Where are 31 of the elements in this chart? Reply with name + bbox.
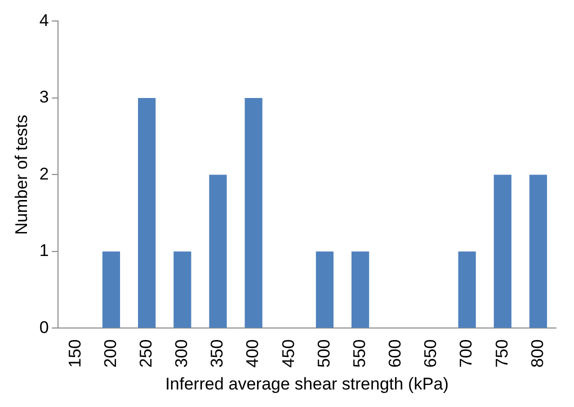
y-tick-label: 0 — [39, 318, 49, 337]
bar — [138, 98, 156, 328]
y-tick-label: 1 — [39, 241, 49, 260]
x-tick-label: 350 — [208, 339, 227, 368]
x-tick-label: 800 — [528, 339, 547, 368]
bar — [316, 251, 334, 328]
x-tick-label: 750 — [492, 339, 512, 368]
x-tick-label: 400 — [243, 339, 262, 368]
bar — [174, 251, 192, 328]
y-axis-title: Number of tests — [12, 114, 31, 235]
x-axis-title: Inferred average shear strength (kPa) — [165, 374, 449, 394]
x-tick-label: 500 — [314, 339, 334, 368]
x-tick-label: 550 — [350, 339, 369, 368]
x-tick-label: 200 — [100, 339, 120, 368]
bar — [102, 251, 120, 328]
x-tick-label: 250 — [136, 339, 156, 368]
x-tick-label: 600 — [386, 339, 405, 368]
x-tick-label: 700 — [456, 339, 476, 368]
bar — [529, 174, 548, 328]
x-tick-label: 150 — [65, 339, 84, 368]
x-tick-label: 300 — [172, 339, 192, 368]
y-tick-label: 3 — [39, 88, 49, 107]
bar — [494, 174, 512, 328]
bar — [351, 251, 370, 328]
x-tick-label: 650 — [421, 339, 440, 368]
y-tick-label: 2 — [39, 164, 49, 184]
bar — [458, 251, 476, 328]
y-tick-label: 4 — [39, 10, 49, 30]
bar — [209, 174, 227, 328]
bar — [244, 98, 262, 328]
x-tick-label: 450 — [278, 339, 298, 368]
